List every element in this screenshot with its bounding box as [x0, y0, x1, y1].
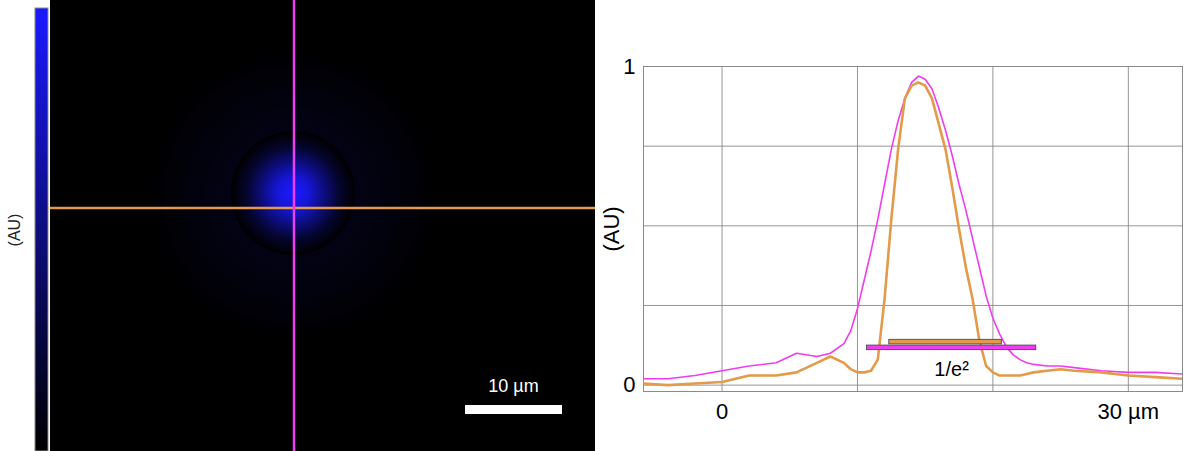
svg-text:10 µm: 10 µm [488, 376, 538, 396]
svg-text:1: 1 [623, 54, 635, 79]
svg-text:(AU): (AU) [6, 214, 23, 247]
svg-text:30 µm: 30 µm [1098, 399, 1160, 424]
svg-text:0: 0 [716, 399, 728, 424]
svg-text:1/e²: 1/e² [934, 358, 969, 380]
svg-text:0: 0 [623, 372, 635, 397]
svg-text:(AU): (AU) [599, 206, 624, 251]
